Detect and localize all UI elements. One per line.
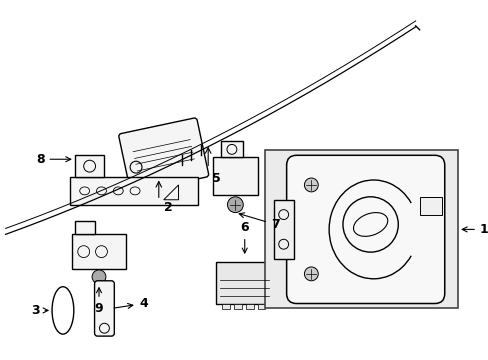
Bar xyxy=(233,303,241,310)
Bar xyxy=(213,157,257,195)
Circle shape xyxy=(304,267,318,281)
Bar xyxy=(221,141,242,157)
Text: 6: 6 xyxy=(240,221,248,253)
Circle shape xyxy=(304,178,318,192)
Text: 8: 8 xyxy=(36,153,71,166)
Bar xyxy=(265,150,457,309)
Text: 5: 5 xyxy=(211,172,220,185)
Bar xyxy=(222,303,229,310)
Bar xyxy=(245,303,253,310)
Text: 9: 9 xyxy=(95,288,103,315)
FancyBboxPatch shape xyxy=(119,118,208,193)
Text: 2: 2 xyxy=(164,201,173,214)
Bar xyxy=(257,303,265,310)
Text: 4: 4 xyxy=(114,297,148,310)
Circle shape xyxy=(92,270,106,284)
Bar xyxy=(70,177,198,205)
Bar xyxy=(72,234,126,269)
Text: 3: 3 xyxy=(31,304,48,317)
Bar xyxy=(419,197,441,215)
Circle shape xyxy=(227,197,243,213)
FancyBboxPatch shape xyxy=(94,281,114,336)
Bar xyxy=(75,155,104,177)
Bar xyxy=(273,200,293,259)
Bar xyxy=(75,221,94,234)
FancyBboxPatch shape xyxy=(286,155,444,303)
Text: 1: 1 xyxy=(461,223,488,236)
Text: 7: 7 xyxy=(239,213,279,231)
Bar xyxy=(216,262,273,303)
